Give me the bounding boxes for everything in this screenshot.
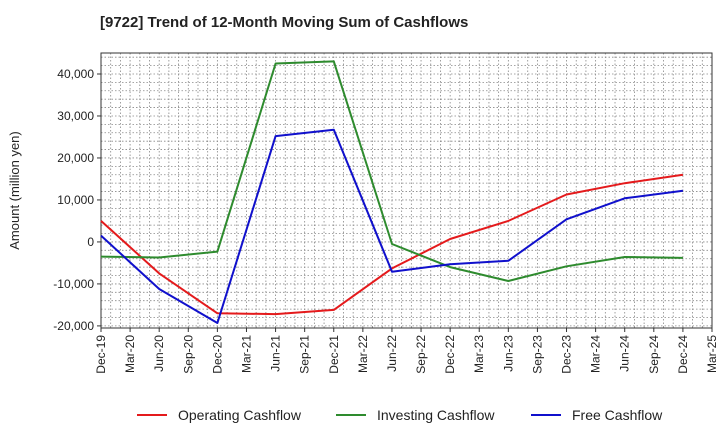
series-line-free-cashflow [100, 128, 684, 324]
y-tick-label: -10,000 [53, 277, 94, 291]
x-tick-label: Mar-25 [705, 335, 719, 373]
y-tick-label: 40,000 [57, 67, 94, 81]
x-tick-label: Mar-22 [356, 335, 370, 373]
x-tick-label: Jun-20 [152, 335, 166, 372]
y-tick-label: 10,000 [57, 193, 94, 207]
x-tick-label: Mar-24 [589, 335, 603, 373]
x-tick-label: Jun-21 [269, 335, 283, 372]
legend-label: Free Cashflow [572, 407, 663, 423]
x-tick-label: Jun-24 [618, 335, 632, 372]
x-tick-label: Dec-21 [327, 335, 341, 374]
x-tick-label: Dec-19 [94, 335, 108, 374]
legend-item: Operating Cashflow [137, 407, 302, 423]
y-tick-label: -20,000 [53, 319, 94, 333]
x-tick-label: Dec-23 [560, 335, 574, 374]
x-tick-label: Mar-21 [239, 335, 253, 373]
x-tick-label: Sep-20 [181, 335, 195, 374]
x-tick-label: Sep-21 [298, 335, 312, 374]
grid-lines [100, 53, 712, 328]
x-tick-label: Mar-23 [472, 335, 486, 373]
x-tick-label: Jun-22 [385, 335, 399, 372]
x-tick-label: Mar-20 [123, 335, 137, 373]
x-tick-label: Dec-22 [443, 335, 457, 374]
legend-label: Operating Cashflow [178, 407, 302, 423]
x-tick-label: Dec-24 [676, 335, 690, 374]
x-tick-label: Dec-20 [210, 335, 224, 374]
x-tick-label: Jun-23 [501, 335, 515, 372]
y-tick-label: 0 [87, 235, 94, 249]
axes: -20,000 -10,000 0 10,000 20,000 30,000 40,000 D… [7, 52, 719, 374]
x-tick-label: Sep-22 [414, 335, 428, 374]
x-tick-label: Sep-24 [647, 335, 661, 374]
legend-item: Investing Cashflow [336, 407, 495, 423]
legend: Operating Cashflow Investing Cashflow Free… [137, 407, 663, 423]
series-line-investing-cashflow [100, 60, 683, 282]
x-tick-label: Sep-23 [530, 335, 544, 374]
legend-item: Free Cashflow [531, 407, 663, 423]
y-tick-label: 20,000 [57, 151, 94, 165]
y-axis-label: Amount (million yen) [7, 131, 22, 250]
plot-frame [100, 52, 713, 329]
plot-background [101, 53, 712, 328]
series-lines [100, 60, 684, 324]
series-line-operating-cashflow [100, 173, 684, 316]
y-tick-label: 30,000 [57, 109, 94, 123]
chart-title: [9722] Trend of 12-Month Moving Sum of C… [100, 14, 469, 31]
legend-label: Investing Cashflow [377, 407, 495, 423]
